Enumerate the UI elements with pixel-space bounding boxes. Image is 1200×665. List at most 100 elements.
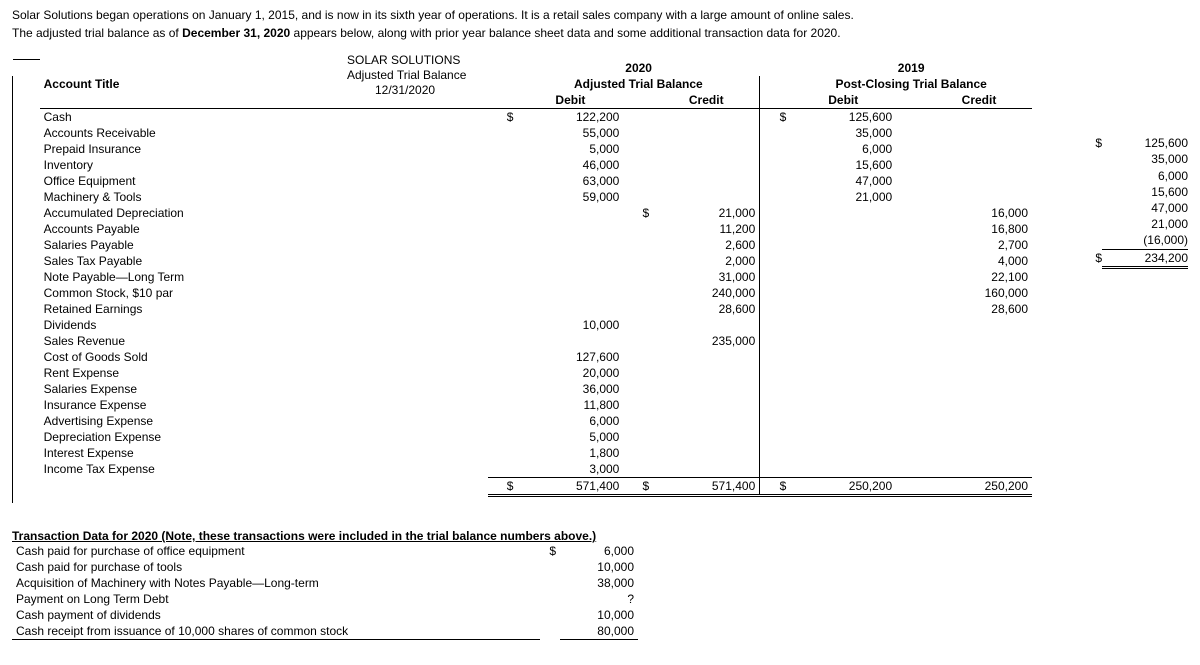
c19-cur [896,461,926,478]
d19-cur [760,397,791,413]
d19-val [790,221,896,237]
acct-title: Machinery & Tools [40,189,488,205]
c20-val: 11,200 [653,221,760,237]
d20-val: 5,000 [517,141,623,157]
d20-cur [488,173,518,189]
side-v-5: 21,000 [1102,216,1188,232]
intro-line-1: Solar Solutions began operations on Janu… [12,8,1188,24]
d19-cur [760,205,791,221]
hdr-2019: 2019 [790,60,1032,76]
d20-cur [488,237,518,253]
side-v-2: 6,000 [1102,168,1188,184]
d19-cur [760,429,791,445]
c20-val: 240,000 [653,285,760,301]
acct-title: Accounts Payable [40,221,488,237]
c19-val [926,189,1032,205]
acct-title: Cash [40,108,488,125]
c20-cur [623,173,653,189]
c19-cur [896,397,926,413]
tot-d19c: $ [760,477,791,495]
trans-val: ? [560,591,638,607]
c20-val: 2,600 [653,237,760,253]
d20-cur [488,445,518,461]
d20-cur: $ [488,108,518,125]
acct-title: Inventory [40,157,488,173]
c19-val [926,397,1032,413]
c19-cur [896,157,926,173]
trans-val: 10,000 [560,607,638,623]
d19-cur [760,413,791,429]
d20-cur [488,461,518,478]
c19-val [926,141,1032,157]
c19-val [926,461,1032,478]
table-row: Dividends10,000 [13,317,1033,333]
trans-val: 10,000 [560,559,638,575]
trans-label: Acquisition of Machinery with Notes Paya… [12,575,540,591]
c19-cur [896,381,926,397]
side-summary: $125,600 35,000 6,000 15,600 47,000 21,0… [1088,135,1188,269]
tb-title-3: 12/31/2020 [347,83,466,98]
c20-cur [623,285,653,301]
c19-val [926,108,1032,125]
c19-cur [896,108,926,125]
tb-title: SOLAR SOLUTIONS Adjusted Trial Balance 1… [347,53,466,98]
side-v-3: 15,600 [1102,184,1188,200]
d19-val [790,461,896,478]
table-row: Accumulated Depreciation$21,00016,000 [13,205,1033,221]
c19-cur [896,301,926,317]
side-d-3 [1088,184,1102,200]
d19-val [790,445,896,461]
table-row: Depreciation Expense5,000 [13,429,1033,445]
d20-val: 3,000 [517,461,623,478]
trans-cur [540,607,560,623]
c20-cur [623,365,653,381]
table-row: Retained Earnings28,60028,600 [13,301,1033,317]
trans-table: Cash paid for purchase of office equipme… [12,543,638,640]
side-d-2 [1088,168,1102,184]
tot-d20c: $ [488,477,518,495]
c19-cur [896,317,926,333]
c20-val [653,461,760,478]
d19-cur [760,253,791,269]
c19-cur [896,189,926,205]
acct-title: Salaries Payable [40,237,488,253]
d20-cur [488,253,518,269]
c20-cur [623,381,653,397]
acct-title: Insurance Expense [40,397,488,413]
c20-cur [623,253,653,269]
c20-cur [623,301,653,317]
d20-cur [488,429,518,445]
c20-val [653,157,760,173]
c20-cur [623,397,653,413]
d19-cur [760,285,791,301]
d20-val [517,205,623,221]
d20-val: 5,000 [517,429,623,445]
c20-val [653,189,760,205]
table-row: Sales Tax Payable2,0004,000 [13,253,1033,269]
c19-val [926,413,1032,429]
d19-val [790,253,896,269]
c20-cur [623,237,653,253]
table-row: Accounts Payable11,20016,800 [13,221,1033,237]
acct-title: Income Tax Expense [40,461,488,478]
table-row: Sales Revenue235,000 [13,333,1033,349]
trans-cur [540,575,560,591]
c20-cur [623,445,653,461]
hdr-d20: Debit [517,92,623,109]
table-row: Interest Expense1,800 [13,445,1033,461]
c20-cur [623,189,653,205]
acct-title: Advertising Expense [40,413,488,429]
d20-cur [488,157,518,173]
d19-val [790,333,896,349]
d20-val: 36,000 [517,381,623,397]
trans-row: Cash paid for purchase of tools10,000 [12,559,638,575]
side-d-4 [1088,200,1102,216]
d19-val: 21,000 [790,189,896,205]
d20-val: 46,000 [517,157,623,173]
trans-row: Cash payment of dividends10,000 [12,607,638,623]
c19-val: 160,000 [926,285,1032,301]
side-d-1 [1088,151,1102,167]
trans-label: Cash receipt from issuance of 10,000 sha… [12,623,540,640]
d19-val [790,381,896,397]
year-row: 2020 2019 [13,60,1033,76]
